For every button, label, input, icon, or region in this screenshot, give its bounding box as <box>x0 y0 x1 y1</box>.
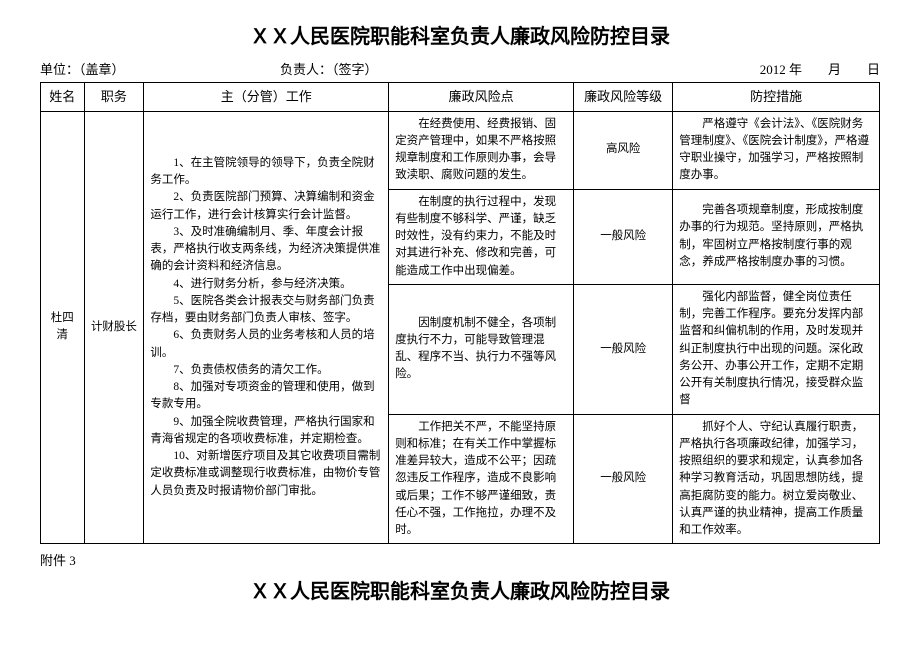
col-position: 职务 <box>84 83 144 112</box>
cell-measures: 完善各项规章制度，形成按制度办事的行为规范。坚持原则，严格执制，牢固树立严格按制… <box>673 189 880 284</box>
date-label: 2012 年 月 日 <box>710 59 880 78</box>
work-item: 6、负责财务人员的业务考核和人员的培训。 <box>150 327 382 362</box>
work-item: 9、加强全院收费管理，严格执行国家和青海省规定的各项收费标准，并定期检查。 <box>150 414 382 449</box>
cell-risk-point: 工作把关不严，不能坚持原则和标准；在有关工作中掌握标准差异较大，造成不公平；因疏… <box>389 414 574 544</box>
responsible-label: 负责人：（签字） <box>260 59 710 78</box>
cell-measures: 严格遵守《会计法》、《医院财务管理制度》、《医院会计制度》，严格遵守职业操守，加… <box>673 111 880 189</box>
cell-risk-level: 一般风险 <box>574 414 673 544</box>
work-item: 5、医院各类会计报表交与财务部门负责存档，要由财务部门负责人审核、签字。 <box>150 293 382 328</box>
work-item: 1、在主管院领导的领导下，负责全院财务工作。 <box>150 155 382 190</box>
header-row: 姓名 职务 主（分管）工作 廉政风险点 廉政风险等级 防控措施 <box>41 83 880 112</box>
header-row: 单位：（盖章） 负责人：（签字） 2012 年 月 日 <box>40 59 880 78</box>
col-risk-point: 廉政风险点 <box>389 83 574 112</box>
col-work: 主（分管）工作 <box>144 83 389 112</box>
col-name: 姓名 <box>41 83 85 112</box>
cell-risk-point: 在经费使用、经费报销、固定资产管理中，如果不严格按照规章制度和工作原则办事，会导… <box>389 111 574 189</box>
unit-label: 单位：（盖章） <box>40 59 260 78</box>
cell-work: 1、在主管院领导的领导下，负责全院财务工作。 2、负责医院部门预算、决算编制和资… <box>144 111 389 544</box>
col-risk-level: 廉政风险等级 <box>574 83 673 112</box>
main-table: 姓名 职务 主（分管）工作 廉政风险点 廉政风险等级 防控措施 杜四清 计财股长… <box>40 82 880 544</box>
work-item: 8、加强对专项资金的管理和使用，做到专款专用。 <box>150 379 382 414</box>
col-measures: 防控措施 <box>673 83 880 112</box>
cell-name: 杜四清 <box>41 111 85 544</box>
work-item: 10、对新增医疗项目及其它收费项目需制定收费标准或调整现行收费标准，由物价专管人… <box>150 448 382 500</box>
cell-position: 计财股长 <box>84 111 144 544</box>
document-title-2: ＸＸ人民医院职能科室负责人廉政风险防控目录 <box>40 575 880 604</box>
work-item: 3、及时准确编制月、季、年度会计报表，严格执行收支两条线，为经济决策提供准确的会… <box>150 224 382 276</box>
document-title: ＸＸ人民医院职能科室负责人廉政风险防控目录 <box>40 20 880 49</box>
work-item: 2、负责医院部门预算、决算编制和资金运行工作，进行会计核算实行会计监督。 <box>150 189 382 224</box>
work-item: 4、进行财务分析，参与经济决策。 <box>150 276 382 293</box>
cell-measures: 强化内部监督，健全岗位责任制，完善工作程序。要充分发挥内部监督和纠偏机制的作用，… <box>673 284 880 414</box>
cell-risk-level: 一般风险 <box>574 284 673 414</box>
cell-risk-point: 在制度的执行过程中，发现有些制度不够科学、严谨，缺乏时效性，没有约束力，不能及时… <box>389 189 574 284</box>
cell-risk-point: 因制度机制不健全，各项制度执行不力，可能导致管理混乱、程序不当、执行力不强等风险… <box>389 284 574 414</box>
attachment-label: 附件 3 <box>40 550 880 569</box>
table-row: 杜四清 计财股长 1、在主管院领导的领导下，负责全院财务工作。 2、负责医院部门… <box>41 111 880 189</box>
work-item: 7、负责债权债务的清欠工作。 <box>150 362 382 379</box>
cell-measures: 抓好个人、守纪认真履行职责，严格执行各项廉政纪律，加强学习，按照组织的要求和规定… <box>673 414 880 544</box>
cell-risk-level: 高风险 <box>574 111 673 189</box>
cell-risk-level: 一般风险 <box>574 189 673 284</box>
